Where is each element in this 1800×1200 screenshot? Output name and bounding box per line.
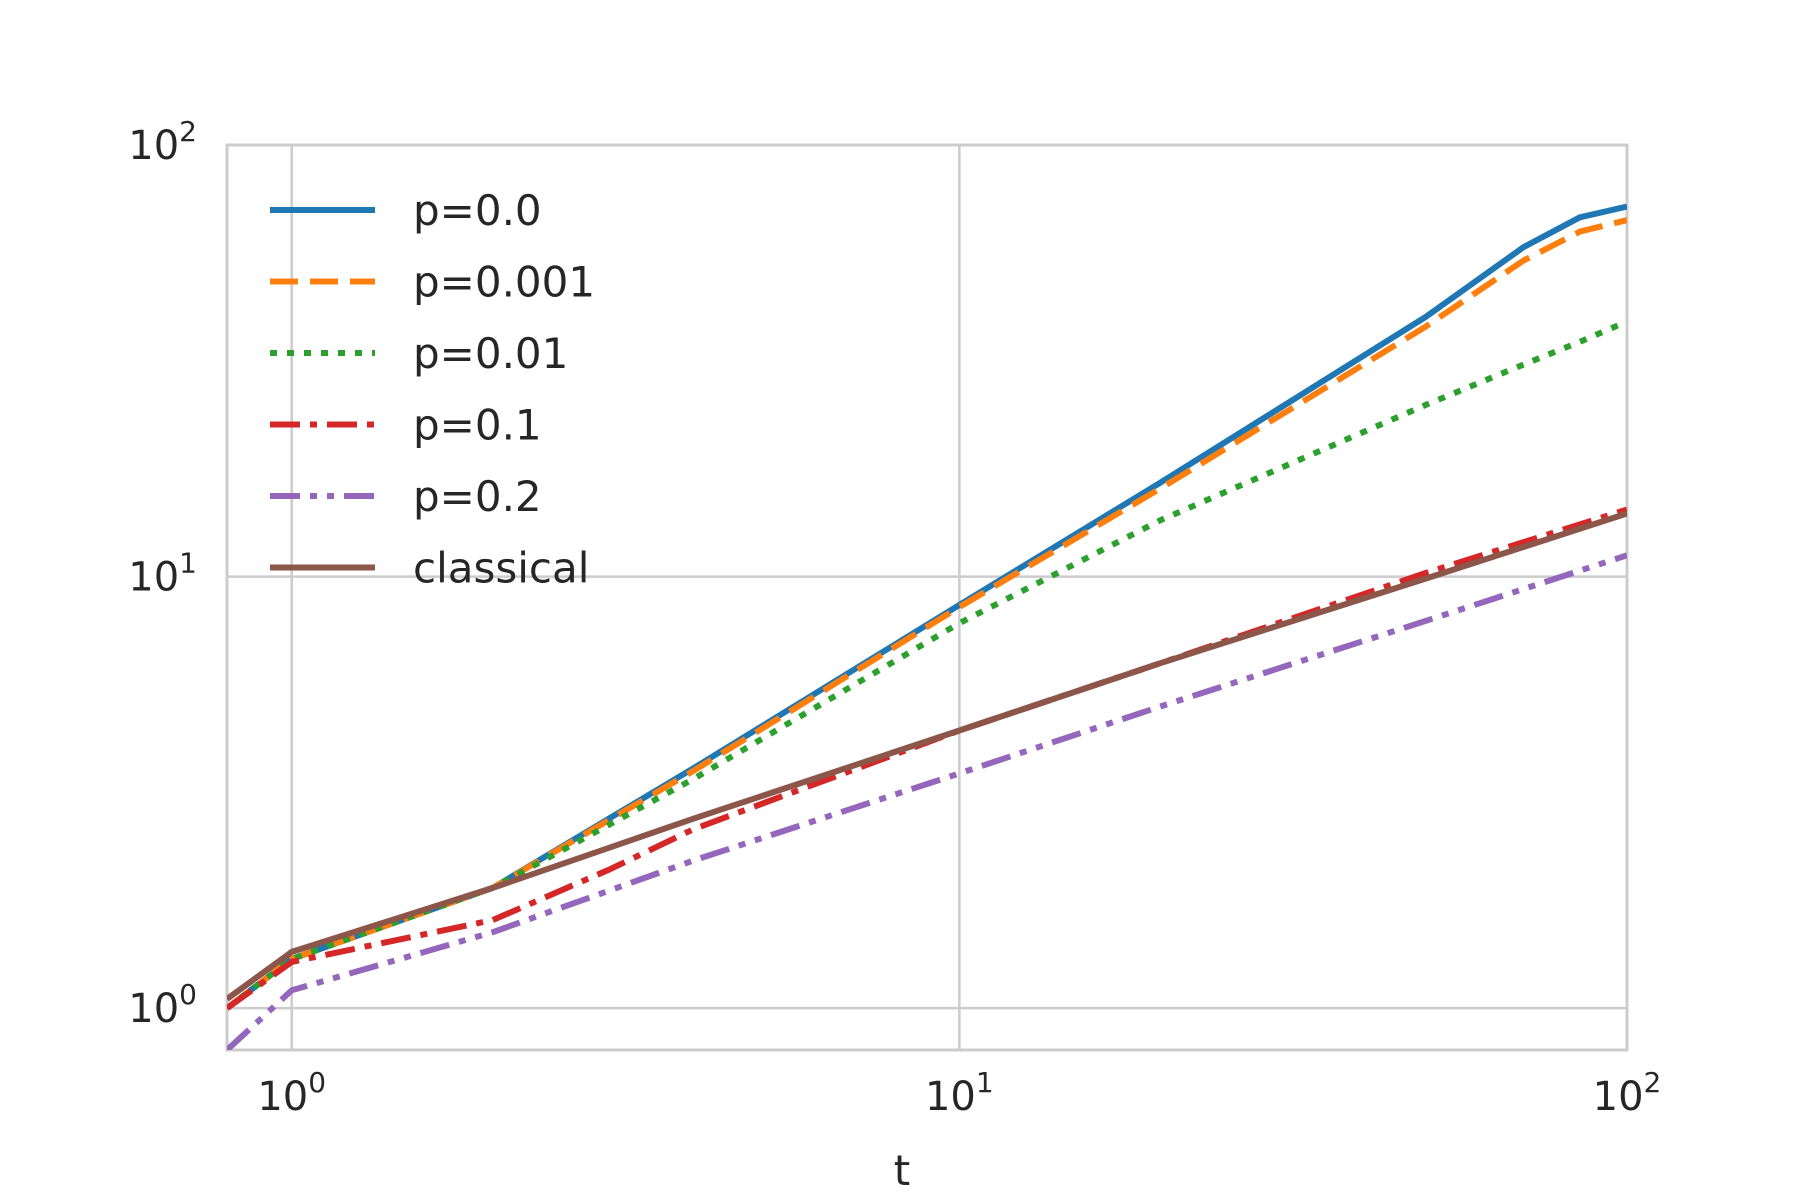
legend-label: classical [413,544,589,593]
legend-label: p=0.0 [413,186,542,235]
x-tick-label: 100 [257,1066,326,1120]
legend-label: p=0.1 [413,401,542,450]
series-line-p-0-01 [227,318,1627,1011]
y-axis-ticks: 100 101 102 [128,115,197,1032]
y-tick-label: 100 [128,978,197,1032]
x-tick-label: 102 [1593,1066,1662,1120]
x-axis-label: t [894,1146,910,1195]
legend: p=0.0 p=0.001 p=0.01 p=0.1 p=0.2 classical [270,186,595,593]
series-layer [227,203,1627,1050]
y-tick-label: 101 [128,547,197,601]
legend-label: p=0.01 [413,329,568,378]
x-axis-ticks: 100 101 102 [257,1066,1661,1120]
y-tick-label: 102 [128,115,197,169]
legend-label: p=0.2 [413,472,542,521]
series-line-classical [227,510,1627,1002]
x-tick-label: 101 [925,1066,994,1120]
legend-label: p=0.001 [413,258,595,307]
series-line-p-0-2 [227,552,1627,1050]
plot-frame [225,143,1629,1052]
